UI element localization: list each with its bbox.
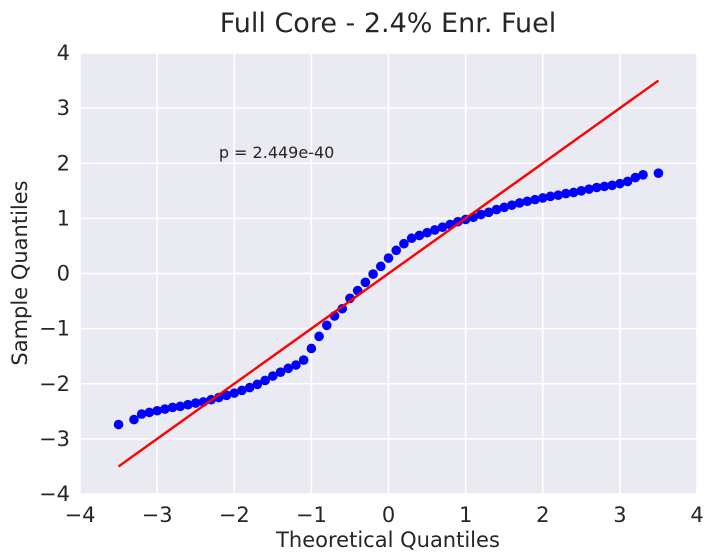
y-axis-label: Sample Quantiles [8,180,32,365]
data-point [113,419,124,430]
data-point [291,360,301,370]
data-point [537,193,548,203]
data-point [530,194,540,205]
data-point [314,331,324,342]
y-tick-label: 4 [57,41,70,65]
data-point [429,225,440,235]
data-point [260,375,270,386]
data-point [653,168,664,178]
data-point [136,409,147,419]
data-point [514,198,525,208]
data-point [522,196,533,207]
data-point [545,191,556,202]
y-tick-label: −1 [39,317,70,341]
chart-title: Full Core - 2.4% Enr. Fuel [220,8,557,39]
data-point [306,343,317,354]
data-point [322,320,332,331]
data-point [144,407,155,418]
data-point [167,402,178,413]
y-tick-label: −4 [39,482,70,506]
data-point [375,261,386,272]
y-tick-label: 0 [57,262,70,286]
data-point [360,277,371,288]
data-point [437,222,448,232]
p-value-annotation: p = 2.449e-40 [219,143,335,162]
data-point [499,202,509,213]
data-point [553,190,563,201]
data-point [244,382,255,393]
data-point [607,180,617,191]
data-point [383,253,394,263]
x-tick-label: 3 [613,503,626,527]
data-point [561,188,571,199]
data-point [453,216,463,227]
data-point [337,303,348,314]
x-tick-label: 0 [382,503,395,527]
data-point [283,363,294,374]
data-point [391,245,402,256]
x-axis-label: Theoretical Quantiles [275,528,500,552]
data-point [568,187,579,198]
data-point [406,233,417,244]
data-point [422,227,432,238]
data-point [584,184,594,194]
data-point [576,186,587,196]
x-tick-label: 2 [536,503,549,527]
x-tick-label: −1 [296,503,327,527]
data-point [638,170,648,180]
data-point [268,371,278,381]
reference-line [117,79,660,468]
x-tick-label: −4 [65,503,96,527]
data-point [483,207,494,218]
data-point [190,398,201,408]
x-tick-label: −2 [219,503,250,527]
data-point [622,176,633,187]
data-point [160,404,170,414]
x-tick-label: 1 [459,503,472,527]
y-tick-label: 2 [57,151,70,175]
data-point [221,390,232,401]
data-point [129,414,139,425]
y-tick-label: −3 [39,427,70,451]
x-tick-label: −3 [142,503,173,527]
data-point [275,367,286,377]
x-tick-labels: −4 −3 −2 −1 0 1 2 3 4 [65,503,704,527]
data-point [476,209,486,220]
data-point [414,230,425,241]
data-point [229,388,240,398]
data-point [591,182,602,193]
data-point [615,178,625,189]
data-point [183,399,193,410]
x-tick-label: 4 [690,503,703,527]
data-point [252,379,263,390]
data-point [175,401,186,412]
data-point [599,181,610,192]
data-point [237,385,247,396]
data-point [491,204,502,215]
y-tick-label: 3 [57,96,70,120]
data-point [368,269,378,279]
data-point [298,355,309,365]
data-point [152,405,162,416]
data-point [507,200,517,210]
y-tick-label: −2 [39,372,70,396]
y-tick-label: 1 [57,206,70,230]
data-point [630,172,641,183]
data-points [113,168,664,430]
data-point [399,238,409,249]
y-tick-labels: −4 −3 −2 −1 0 1 2 3 4 [39,41,70,506]
